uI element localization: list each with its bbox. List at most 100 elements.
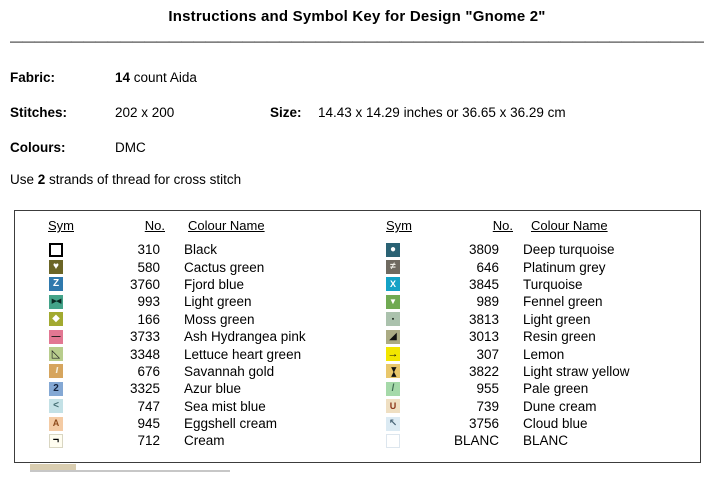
thread-number: 712 — [137, 433, 160, 449]
dash-icon: — — [49, 329, 63, 344]
triangle-corner-icon: ◢ — [386, 329, 400, 344]
symbol-glyph: ≠ — [390, 261, 396, 273]
key-row: /// 676 Savannah gold — [49, 363, 306, 380]
not-equal-icon: ≠ — [386, 260, 400, 275]
colour-name: Cactus green — [184, 259, 265, 275]
colour-name: Light straw yellow — [523, 363, 630, 379]
colour-name: Azur blue — [184, 381, 242, 397]
key-row: ¬ 712 Cream — [49, 432, 306, 449]
key-row: → 307 Lemon — [386, 345, 630, 362]
cropped-line-edge — [30, 470, 230, 472]
strands-note: Use 2 strands of thread for cross stitch — [10, 172, 241, 187]
symbol-cell: → — [386, 347, 402, 362]
symbol-glyph: ▶◀ — [389, 367, 397, 376]
colour-name: Lemon — [523, 346, 565, 362]
letter-a-icon: A — [49, 416, 63, 431]
symbol-cell: A — [49, 416, 65, 431]
thread-number: 676 — [137, 363, 160, 379]
symbol-cell: ● — [386, 242, 402, 257]
header-colour-name-left: Colour Name — [188, 218, 265, 233]
blank-square-icon — [386, 433, 400, 448]
thread-number: 989 — [476, 294, 499, 310]
key-row: ♥ 580 Cactus green — [49, 258, 306, 275]
symbol-cell — [386, 433, 402, 448]
strands-count: 2 — [37, 172, 46, 187]
arrow-right-icon: → — [386, 347, 400, 362]
symbol-cell: ▶◀ — [386, 364, 402, 379]
symbol-cell: < — [49, 399, 65, 414]
colour-name: Lettuce heart green — [184, 346, 302, 362]
fabric-count: 14 — [115, 70, 131, 85]
key-row: ▼ 989 Fennel green — [386, 293, 630, 310]
symbol-glyph: ▪ — [391, 315, 395, 323]
colour-name: Savannah gold — [184, 363, 275, 379]
key-column-left: 310 Black ♥ 580 Cactus green Z 3760 Fjord blue ▶… — [49, 241, 306, 450]
symbol-cell: ◢ — [386, 329, 402, 344]
fabric-label: Fabric: — [10, 70, 56, 85]
symbol-glyph: ◆ — [52, 313, 60, 325]
symbol-cell: ↖ — [386, 416, 402, 431]
thread-number: 646 — [476, 259, 499, 275]
thread-number: 3013 — [468, 329, 499, 345]
symbol-cell: ▶◀ — [49, 294, 65, 309]
key-row: ↖ 3756 Cloud blue — [386, 415, 630, 432]
thread-number: BLANC — [453, 433, 499, 449]
header-colour-name-right: Colour Name — [531, 218, 608, 233]
not-sign-icon: ¬ — [49, 433, 63, 448]
symbol-cell: /// — [49, 364, 65, 379]
thread-number: 3822 — [468, 363, 499, 379]
colour-name: Cloud blue — [523, 416, 588, 432]
digit-2-icon: 2 — [49, 381, 63, 396]
thread-number: 3760 — [129, 276, 160, 292]
thread-number: 3756 — [468, 416, 499, 432]
key-column-right: ● 3809 Deep turquoise ≠ 646 Platinum grey X 384… — [386, 241, 630, 450]
symbol-cell: ▼ — [386, 294, 402, 309]
thread-number: 747 — [137, 398, 160, 414]
fabric-value: 14 count Aida — [115, 70, 197, 85]
key-row: 310 Black — [49, 241, 306, 258]
thread-number: 3733 — [129, 329, 160, 345]
colour-name: Pale green — [523, 381, 589, 397]
colours-value: DMC — [115, 140, 146, 155]
thread-number: 955 — [476, 381, 499, 397]
colour-name: Moss green — [184, 311, 255, 327]
header-sym-left: Sym — [48, 218, 74, 233]
colour-name: Fennel green — [523, 294, 603, 310]
thread-number: 3348 — [129, 346, 160, 362]
strands-suffix: strands of thread for cross stitch — [45, 172, 242, 187]
thread-number: 166 — [137, 311, 160, 327]
header-sym-right: Sym — [386, 218, 412, 233]
colour-name: Fjord blue — [184, 276, 245, 292]
symbol-glyph: < — [53, 400, 59, 412]
key-row: Z 3760 Fjord blue — [49, 276, 306, 293]
thread-number: 310 — [137, 242, 160, 258]
colours-label: Colours: — [10, 140, 66, 155]
symbol-glyph: ● — [389, 243, 397, 255]
symbol-cell: ¬ — [49, 433, 65, 448]
letter-u-icon: U — [386, 399, 400, 414]
thread-number: 3809 — [468, 242, 499, 258]
header-no-left: No. — [144, 218, 165, 233]
colour-name: Deep turquoise — [523, 242, 615, 258]
key-row: ◆ 166 Moss green — [49, 311, 306, 328]
thread-number: 993 — [137, 294, 160, 310]
key-row: U 739 Dune cream — [386, 398, 630, 415]
circle-icon: ● — [386, 242, 400, 257]
colour-name: Resin green — [523, 329, 596, 345]
colour-name: Black — [184, 242, 218, 258]
strands-text: Use 2 strands of thread for cross stitch — [10, 172, 241, 187]
cross-x-icon: X — [386, 277, 400, 292]
bowtie-icon: ▶◀ — [49, 294, 63, 309]
thread-number: 3325 — [129, 381, 160, 397]
fabric-row: Fabric: 14 count Aida — [10, 70, 197, 85]
fabric-count-rest: count Aida — [130, 70, 197, 85]
colour-name: Ash Hydrangea pink — [184, 329, 306, 345]
letter-z-icon: Z — [49, 277, 63, 292]
triangle-down-icon: ▼ — [386, 294, 400, 309]
symbol-glyph: ◢ — [389, 330, 397, 342]
strands-prefix: Use — [10, 172, 38, 187]
symbol-cell: ◆ — [49, 312, 65, 327]
key-row: <747 Sea mist blue — [49, 398, 306, 415]
arrow-up-left-icon: ↖ — [386, 416, 400, 431]
next-page-crop — [30, 464, 230, 474]
